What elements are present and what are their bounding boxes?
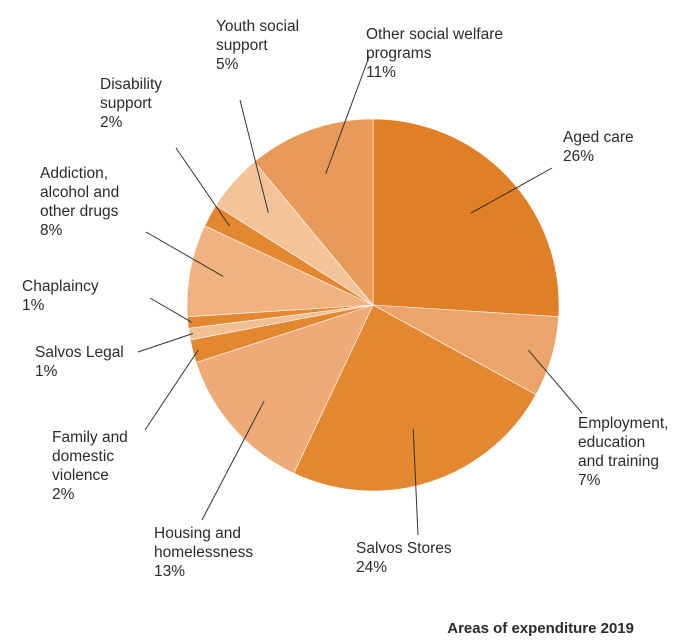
pie-slice	[186, 225, 374, 317]
slice-label: Salvos Legal	[35, 344, 124, 361]
leader-lines	[137, 56, 583, 536]
pie-slices	[186, 118, 560, 492]
pie-slice	[195, 304, 374, 474]
slice-label: 26%	[563, 148, 594, 165]
slice-label: alcohol and	[40, 184, 119, 201]
slice-label: 1%	[22, 297, 45, 314]
slice-label: and training	[578, 453, 659, 470]
slice-label: other drugs	[40, 203, 119, 220]
slice-label: Youth social	[216, 18, 299, 35]
slice-label: 8%	[40, 222, 63, 239]
slice-label: support	[216, 37, 268, 54]
pie-slice	[372, 118, 560, 317]
slice-label: 13%	[154, 563, 185, 580]
slice-label: Housing and	[154, 525, 241, 542]
slice-label: Family and	[52, 429, 128, 446]
slice-label: Disability	[100, 76, 162, 93]
slice-label: Employment,	[578, 415, 668, 432]
slice-label: 2%	[100, 114, 123, 131]
slice-label: 11%	[366, 64, 396, 81]
slice-label: domestic	[52, 448, 114, 465]
leader-line	[201, 400, 265, 521]
slice-label: Aged care	[563, 129, 634, 146]
leader-line	[412, 428, 419, 536]
slice-label: violence	[52, 467, 109, 484]
leader-line	[145, 231, 224, 277]
leader-line	[175, 147, 230, 227]
leader-line	[239, 99, 269, 213]
slice-label: support	[100, 95, 152, 112]
slice-label: education	[578, 434, 645, 451]
slice-label: Salvos Stores	[356, 540, 452, 557]
leader-line	[144, 349, 199, 431]
slice-label: 1%	[35, 363, 58, 380]
slice-label: homelessness	[154, 544, 253, 561]
leader-line	[470, 167, 553, 214]
slice-label: Chaplaincy	[22, 278, 99, 295]
chart-title: Areas of expenditure 2019	[447, 620, 634, 637]
leader-line	[137, 333, 194, 353]
slice-label: 2%	[52, 486, 75, 503]
leader-line	[528, 349, 583, 414]
pie-slice	[293, 304, 537, 492]
slice-label: programs	[366, 45, 432, 62]
pie-slice	[254, 118, 374, 306]
slice-label: Addiction,	[40, 165, 108, 182]
slice-label: 5%	[216, 56, 239, 73]
leader-line	[325, 56, 370, 174]
slice-label: 7%	[578, 472, 601, 489]
slice-label: Other social welfare	[366, 26, 503, 43]
leader-line	[149, 297, 192, 323]
slice-label: 24%	[356, 559, 387, 576]
slice-labels: Aged care 26% Employment, education and trai…	[22, 18, 668, 580]
